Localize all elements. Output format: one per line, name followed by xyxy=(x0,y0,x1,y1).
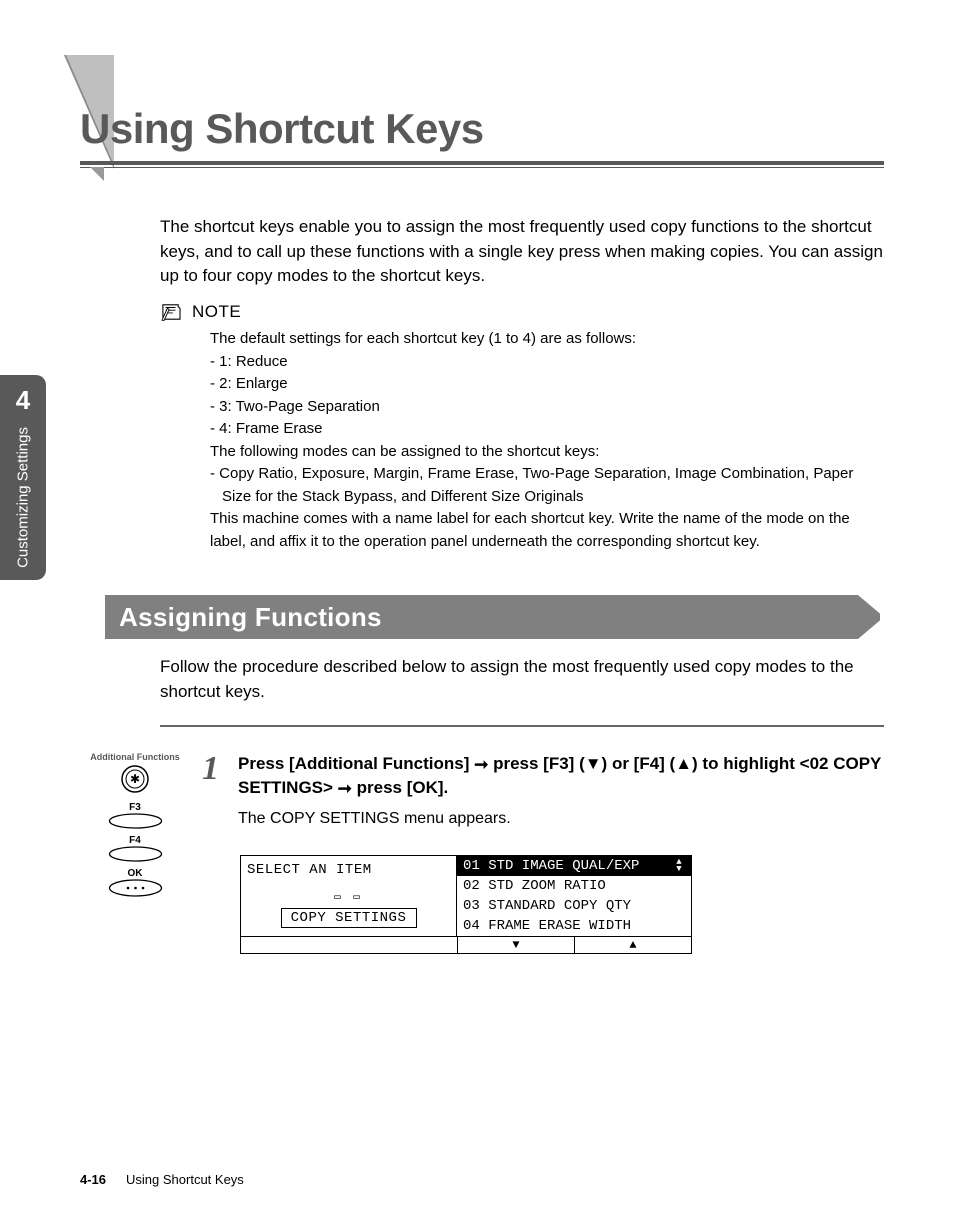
key-label-additional-functions: Additional Functions xyxy=(80,752,190,762)
step-number: 1 xyxy=(202,750,219,788)
step-heading-part: Press [Additional Functions] xyxy=(238,754,474,773)
additional-functions-key-icon: ✱ xyxy=(120,764,150,794)
footer-title: Using Shortcut Keys xyxy=(126,1172,244,1187)
f4-key-icon xyxy=(108,846,163,862)
section-intro: Follow the procedure described below to … xyxy=(160,655,884,704)
step-subtext: The COPY SETTINGS menu appears. xyxy=(238,810,884,828)
svg-text:✱: ✱ xyxy=(130,772,140,786)
lcd-nav-down: ▼ xyxy=(457,937,574,953)
lcd-nav-row: ▼ ▲ xyxy=(241,936,691,953)
page-footer: 4-16 Using Shortcut Keys xyxy=(80,1172,244,1187)
arrow-right-icon: ➞ xyxy=(474,753,488,777)
key-label-f3: F3 xyxy=(80,802,190,813)
lcd-row: 02 STD ZOOM RATIO xyxy=(457,876,691,896)
page-number: 4-16 xyxy=(80,1172,106,1187)
title-underline-thin xyxy=(80,167,884,168)
lcd-row: 04 FRAME ERASE WIDTH xyxy=(457,916,691,936)
note-heading: NOTE xyxy=(160,302,884,322)
title-under-chevron xyxy=(90,167,104,181)
step-1: Additional Functions ✱ F3 F4 OK xyxy=(80,752,884,828)
lcd-right-pane: 01 STD IMAGE QUAL/EXP ▲ ▼ 02 STD ZOOM RA… xyxy=(457,856,691,936)
chapter-tab: 4 Customizing Settings xyxy=(0,375,46,580)
key-label-ok: OK xyxy=(80,868,190,879)
note-line: - 1: Reduce xyxy=(210,351,884,374)
note-line: - 3: Two-Page Separation xyxy=(210,396,884,419)
lcd-left-box: COPY SETTINGS xyxy=(281,908,417,928)
f3-key-icon xyxy=(108,813,163,829)
chapter-label: Customizing Settings xyxy=(15,427,32,568)
intro-paragraph: The shortcut keys enable you to assign t… xyxy=(160,215,884,289)
section-title: Assigning Functions xyxy=(119,602,382,633)
note-label: NOTE xyxy=(192,302,241,322)
note-line: The following modes can be assigned to t… xyxy=(210,441,884,464)
page-title: Using Shortcut Keys xyxy=(80,105,884,153)
lcd-left-title: SELECT AN ITEM xyxy=(247,862,450,878)
lcd-row: 03 STANDARD COPY QTY xyxy=(457,896,691,916)
lcd-left-icons: ▭ ▭ xyxy=(247,890,450,904)
section-divider xyxy=(160,725,884,727)
lcd-row-selected: 01 STD IMAGE QUAL/EXP ▲ ▼ xyxy=(457,856,691,876)
lcd-left-pane: SELECT AN ITEM ▭ ▭ COPY SETTINGS xyxy=(241,856,457,936)
chapter-number: 4 xyxy=(0,385,46,416)
step-heading-part: press [OK]. xyxy=(352,778,448,797)
note-line: - 4: Frame Erase xyxy=(210,418,884,441)
note-block: NOTE The default settings for each short… xyxy=(160,302,884,553)
lcd-row-text: 01 STD IMAGE QUAL/EXP xyxy=(463,858,639,874)
key-label-f4: F4 xyxy=(80,835,190,846)
lcd-nav-up: ▲ xyxy=(574,937,691,953)
section-arrow-cut xyxy=(832,595,884,639)
scroll-down-glyph: ▼ xyxy=(676,864,681,874)
note-line: - 2: Enlarge xyxy=(210,373,884,396)
note-line: This machine comes with a name label for… xyxy=(210,508,884,553)
note-line: - Copy Ratio, Exposure, Margin, Frame Er… xyxy=(210,463,884,508)
page-title-block: Using Shortcut Keys xyxy=(80,105,884,181)
scroll-indicator-icon: ▲ ▼ xyxy=(673,859,685,873)
ok-key-icon xyxy=(108,879,163,897)
lcd-display: SELECT AN ITEM ▭ ▭ COPY SETTINGS 01 STD … xyxy=(240,855,692,954)
key-column: Additional Functions ✱ F3 F4 OK xyxy=(80,752,190,901)
arrow-right-icon: ➞ xyxy=(338,777,352,801)
note-icon xyxy=(160,303,182,321)
section-heading-bar: Assigning Functions xyxy=(105,595,884,639)
step-heading: Press [Additional Functions] ➞ press [F3… xyxy=(238,752,884,800)
title-underline-thick xyxy=(80,161,884,165)
note-body: The default settings for each shortcut k… xyxy=(210,328,884,553)
note-line: The default settings for each shortcut k… xyxy=(210,328,884,351)
